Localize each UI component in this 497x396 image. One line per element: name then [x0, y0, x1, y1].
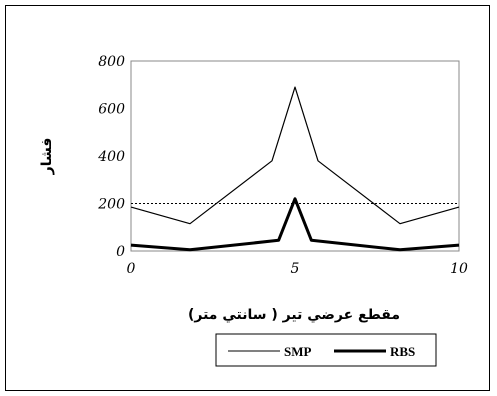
legend: SMP RBS	[215, 333, 437, 367]
y-axis-ticks: 0 200 400 600 800	[97, 54, 125, 260]
y-tick-label: 200	[97, 197, 125, 213]
series-layer	[130, 86, 460, 252]
plot-area	[130, 60, 460, 252]
y-axis-title: فشار	[39, 138, 55, 176]
y-tick-label: 800	[98, 54, 125, 70]
legend-label-smp: SMP	[284, 344, 312, 359]
chart-frame: 0 200 400 600 800 0 5 10 فشار مقطع عرضي تير ( …	[5, 5, 490, 391]
legend-box	[215, 333, 437, 367]
line-chart: 0 200 400 600 800 0 5 10 فشار مقطع عرضي تير ( …	[39, 54, 468, 367]
x-axis-title: مقطع عرضي تير ( سانتي متر)	[188, 307, 400, 323]
x-axis-ticks: 0 5 10	[127, 261, 468, 277]
y-tick-label: 0	[116, 244, 125, 260]
legend-label-rbs: RBS	[390, 344, 415, 359]
y-tick-label: 600	[98, 102, 125, 118]
series-line-smp	[130, 86, 460, 225]
x-tick-label: 5	[291, 261, 300, 277]
x-tick-label: 10	[450, 261, 468, 277]
series-line-rbs	[130, 197, 460, 252]
x-tick-label: 0	[127, 261, 136, 277]
y-tick-label: 400	[97, 149, 125, 165]
